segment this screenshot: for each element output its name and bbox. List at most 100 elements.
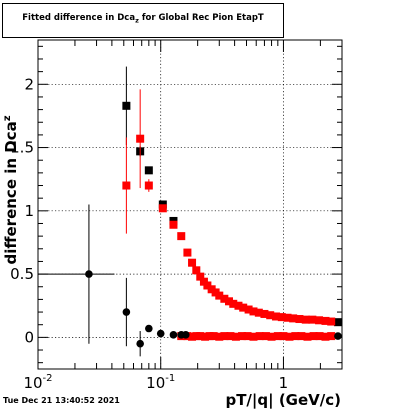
- square-marker: [229, 299, 238, 308]
- square-marker: [122, 101, 131, 110]
- square-marker: [254, 308, 263, 317]
- x-tick-label-exponent: -1: [165, 373, 175, 384]
- square-marker: [297, 332, 306, 341]
- y-axis-title-main: difference in Dca: [2, 121, 20, 264]
- data-point: [169, 220, 178, 229]
- data-point: [181, 331, 190, 339]
- square-marker: [308, 315, 317, 324]
- data-point: [283, 313, 292, 322]
- square-marker: [285, 332, 294, 341]
- square-marker: [272, 312, 281, 321]
- square-marker: [315, 332, 324, 341]
- square-marker: [231, 332, 240, 341]
- square-marker: [255, 332, 264, 341]
- square-marker: [273, 332, 282, 341]
- data-point: [220, 332, 229, 341]
- square-marker: [183, 248, 192, 257]
- data-point: [144, 179, 153, 192]
- square-marker: [205, 332, 214, 341]
- square-marker: [327, 332, 336, 341]
- circle-marker: [145, 324, 153, 333]
- data-point: [285, 332, 294, 341]
- square-marker: [315, 316, 324, 325]
- x-tick-label-base: 10: [146, 374, 165, 392]
- circle-marker: [136, 339, 144, 348]
- square-marker: [215, 332, 224, 341]
- square-marker: [321, 316, 330, 325]
- square-marker: [333, 318, 342, 327]
- data-point: [291, 332, 300, 341]
- axis-ticks: [37, 40, 343, 369]
- data-point: [136, 331, 144, 357]
- data-point: [321, 332, 330, 341]
- data-point: [229, 299, 238, 308]
- square-marker: [188, 332, 197, 341]
- data-point: [239, 303, 248, 312]
- square-marker: [279, 332, 288, 341]
- y-tick-label: 1: [24, 202, 34, 220]
- square-marker: [327, 317, 336, 326]
- x-axis-title: pT/|q| (GeV/c): [225, 391, 341, 409]
- square-marker: [289, 314, 298, 323]
- square-marker: [122, 181, 131, 190]
- data-point: [122, 66, 131, 146]
- circle-marker: [169, 331, 178, 339]
- square-marker: [226, 332, 235, 341]
- chart-title: Fitted difference in Dcaz for Global Rec…: [3, 13, 283, 25]
- square-marker: [215, 291, 224, 300]
- square-marker: [224, 297, 233, 306]
- data-point: [261, 332, 270, 341]
- square-marker: [196, 272, 205, 281]
- data-point: [327, 317, 336, 326]
- data-point: [260, 309, 269, 318]
- data-point: [333, 318, 342, 327]
- y-tick-label: 1.5: [10, 139, 34, 157]
- x-tick-label-base: 1: [279, 374, 289, 392]
- data-point: [327, 332, 336, 341]
- data-point: [279, 332, 288, 341]
- circle-marker: [85, 270, 93, 278]
- square-marker: [301, 315, 310, 324]
- data-point: [188, 258, 197, 267]
- circle-marker: [156, 329, 165, 338]
- y-axis-title-group: difference in Dcaz: [2, 115, 20, 264]
- plot-frame: [37, 39, 343, 370]
- data-point: [255, 332, 264, 341]
- y-axis-title: difference in Dcaz: [2, 115, 20, 264]
- data-point: [243, 332, 252, 341]
- square-marker: [209, 332, 218, 341]
- data-point: [238, 332, 247, 341]
- series-circle-000000: [38, 204, 342, 357]
- data-point: [122, 277, 131, 347]
- square-marker: [220, 332, 229, 341]
- data-point: [196, 272, 205, 281]
- data-point: [209, 332, 218, 341]
- square-marker: [267, 332, 276, 341]
- data-point: [136, 89, 145, 189]
- data-point: [266, 311, 275, 320]
- square-marker: [283, 313, 292, 322]
- square-marker: [244, 305, 253, 314]
- data-point: [183, 248, 192, 257]
- square-marker: [220, 294, 229, 303]
- square-marker: [203, 281, 212, 290]
- data-point: [267, 332, 276, 341]
- data-point: [309, 332, 318, 341]
- series-square-ff0000: [122, 89, 336, 341]
- data-point: [254, 308, 263, 317]
- plot-frame-rect: [37, 39, 343, 370]
- x-tick-label-base: 10: [23, 374, 42, 392]
- y-tick-label: 2: [24, 75, 34, 93]
- square-marker: [291, 332, 300, 341]
- data-point: [156, 329, 165, 338]
- data-point: [249, 332, 258, 341]
- data-point: [177, 232, 186, 241]
- data-point: [308, 315, 317, 324]
- square-marker: [260, 309, 269, 318]
- square-marker: [188, 258, 197, 267]
- circle-marker: [181, 331, 190, 339]
- timestamp: Tue Dec 21 13:40:52 2021: [3, 396, 120, 405]
- data-point: [297, 332, 306, 341]
- data-point: [295, 315, 304, 324]
